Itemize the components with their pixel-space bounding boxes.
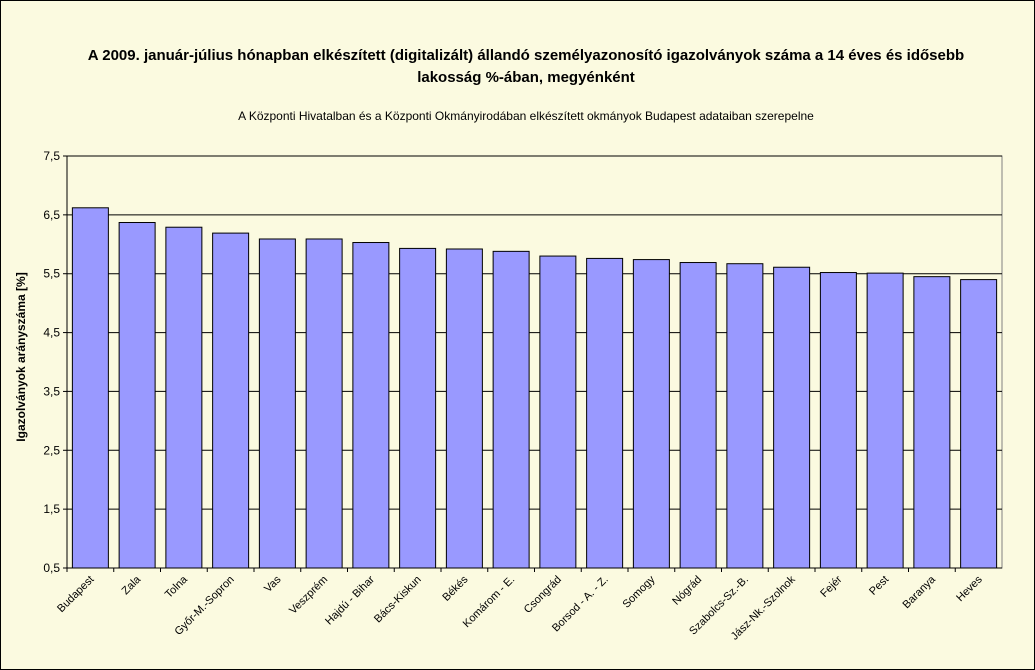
bar: [679, 262, 717, 569]
y-tick-label: 3,5: [43, 384, 60, 398]
x-tick-label: Vas: [262, 573, 284, 595]
bars: [71, 207, 998, 569]
bar: [539, 255, 577, 569]
x-tick-label: Baranya: [901, 573, 939, 611]
bar: [960, 279, 998, 569]
x-tick-label: Fejér: [818, 573, 844, 599]
y-tick-label: 1,5: [43, 502, 60, 516]
x-tick-label: Hajdú - Bihar: [323, 573, 377, 627]
bar: [913, 276, 951, 569]
x-tick-label: Bács-Kiskun: [372, 574, 424, 626]
bar: [632, 259, 670, 569]
y-tick-label: 2,5: [43, 443, 60, 457]
x-tick-label: Budapest: [55, 574, 96, 615]
y-tick-label: 0,5: [43, 561, 60, 575]
bar: [726, 263, 764, 569]
chart-title: A 2009. január-július hónapban elkészíte…: [87, 47, 965, 86]
chart-subtitle: A Központi Hivatalban és a Központi Okmá…: [238, 109, 814, 123]
plot-area: [66, 155, 1003, 569]
y-tick-label: 7,5: [43, 149, 60, 163]
x-tick-label: Heves: [954, 573, 985, 604]
x-tick-label: Nógrád: [670, 574, 704, 608]
y-tick-label: 6,5: [43, 208, 60, 222]
x-tick-label: Békés: [440, 573, 470, 603]
bar: [352, 242, 390, 569]
bar: [399, 247, 437, 569]
bar: [305, 238, 343, 569]
bar: [445, 248, 483, 569]
y-axis-label: Igazolványok arányszáma [%]: [14, 272, 28, 441]
y-tick-label: 4,5: [43, 326, 60, 340]
x-tick-label: Tolna: [163, 573, 191, 601]
bar: [212, 232, 250, 569]
bar: [71, 207, 109, 569]
x-tick-label: Csongrád: [522, 574, 564, 616]
bar: [258, 238, 296, 569]
x-tick-label: Pest: [867, 574, 891, 598]
x-tick-label: Somogy: [620, 573, 657, 610]
bar: [586, 257, 624, 569]
bar: [819, 272, 857, 569]
bar: [165, 226, 203, 569]
x-tick-label: Veszprém: [287, 574, 330, 617]
x-tick-label: Zala: [120, 573, 144, 597]
bar: [118, 222, 156, 569]
bar: [773, 266, 811, 569]
bar: [492, 250, 530, 569]
bar: [866, 272, 904, 569]
y-tick-label: 5,5: [43, 267, 60, 281]
